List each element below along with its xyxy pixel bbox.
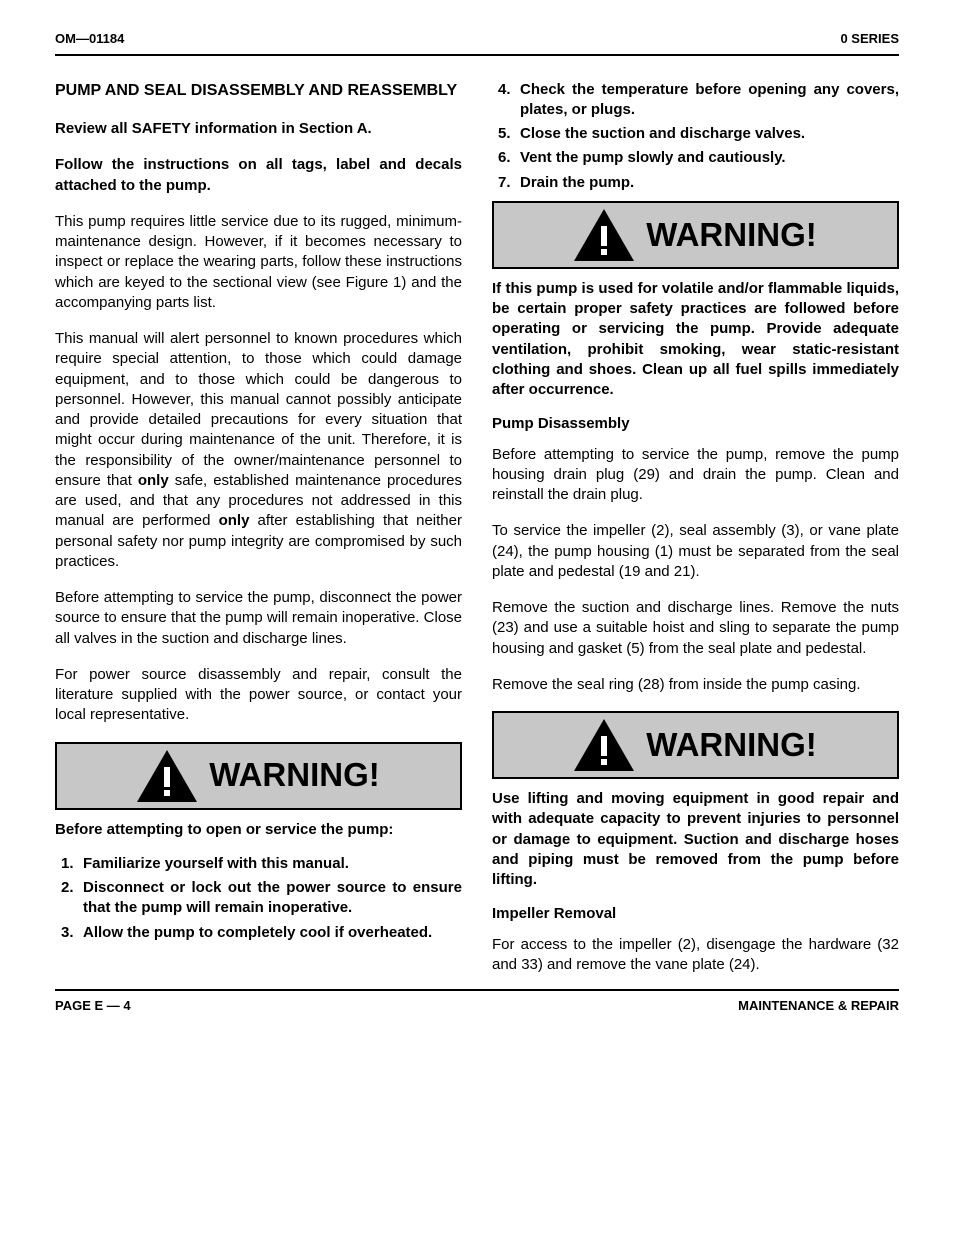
disconnect-para: Before attempting to service the pump, d… xyxy=(55,588,462,649)
step-6: 6.Vent the pump slowly and cautiously. xyxy=(520,148,899,168)
warning-box-3: WARNING! xyxy=(492,711,899,779)
step-3: 3.Allow the pump to completely cool if o… xyxy=(83,923,462,943)
warning-steps-right: 4.Check the temperature before opening a… xyxy=(492,80,899,193)
manual-alert-para: This manual will alert personnel to know… xyxy=(55,329,462,572)
header-right: 0 SERIES xyxy=(840,30,899,48)
header-left: OM—01184 xyxy=(55,30,124,48)
lifting-warning: Use lifting and moving equipment in good… xyxy=(492,789,899,890)
pump-disassembly-heading: Pump Disassembly xyxy=(492,414,899,434)
page-header: OM—01184 0 SERIES xyxy=(55,30,899,56)
step-2-text: Disconnect or lock out the power source … xyxy=(83,879,462,916)
right-column: 4.Check the temperature before opening a… xyxy=(492,80,899,976)
p4-only-2: only xyxy=(219,512,250,529)
warning-label: WARNING! xyxy=(646,213,816,258)
step-3-text: Allow the pump to completely cool if ove… xyxy=(83,924,432,941)
p4-only-1: only xyxy=(138,472,169,489)
power-source-para: For power source disassembly and repair,… xyxy=(55,665,462,726)
step-4: 4.Check the temperature before opening a… xyxy=(520,80,899,121)
warning-triangle-icon xyxy=(574,719,634,771)
warning-box-1: WARNING! xyxy=(55,742,462,810)
pd-para-2: To service the impeller (2), seal assemb… xyxy=(492,521,899,582)
step-1: 1.Familiarize yourself with this manual. xyxy=(83,854,462,874)
warning-box-2: WARNING! xyxy=(492,201,899,269)
step-1-text: Familiarize yourself with this manual. xyxy=(83,855,349,872)
warning-intro: Before attempting to open or service the… xyxy=(55,820,462,840)
warning-triangle-icon xyxy=(137,750,197,802)
step-5-text: Close the suction and discharge valves. xyxy=(520,125,805,142)
left-column: PUMP AND SEAL DISASSEMBLY AND REASSEMBLY… xyxy=(55,80,462,976)
pd-para-1: Before attempting to service the pump, r… xyxy=(492,445,899,506)
ir-para-1: For access to the impeller (2), disengag… xyxy=(492,935,899,976)
warning-steps-left: 1.Familiarize yourself with this manual.… xyxy=(55,854,462,943)
step-7-text: Drain the pump. xyxy=(520,174,634,191)
service-intro-para: This pump requires little service due to… xyxy=(55,212,462,313)
impeller-removal-heading: Impeller Removal xyxy=(492,904,899,924)
safety-review-note: Review all SAFETY information in Section… xyxy=(55,119,462,139)
p4-part-a: This manual will alert personnel to know… xyxy=(55,330,462,489)
content-columns: PUMP AND SEAL DISASSEMBLY AND REASSEMBLY… xyxy=(55,80,899,976)
step-2: 2.Disconnect or lock out the power sourc… xyxy=(83,878,462,919)
warning-triangle-icon xyxy=(574,209,634,261)
footer-right: MAINTENANCE & REPAIR xyxy=(738,997,899,1015)
warning-label: WARNING! xyxy=(209,753,379,798)
step-5: 5.Close the suction and discharge valves… xyxy=(520,124,899,144)
pd-para-4: Remove the seal ring (28) from inside th… xyxy=(492,675,899,695)
pd-para-3: Remove the suction and discharge lines. … xyxy=(492,598,899,659)
step-7: 7.Drain the pump. xyxy=(520,173,899,193)
tags-instruction: Follow the instructions on all tags, lab… xyxy=(55,155,462,196)
step-6-text: Vent the pump slowly and cautiously. xyxy=(520,149,786,166)
footer-left: PAGE E — 4 xyxy=(55,997,131,1015)
warning-label: WARNING! xyxy=(646,723,816,768)
page-footer: PAGE E — 4 MAINTENANCE & REPAIR xyxy=(55,989,899,1015)
step-4-text: Check the temperature before opening any… xyxy=(520,81,899,118)
volatile-warning: If this pump is used for volatile and/or… xyxy=(492,279,899,401)
section-title: PUMP AND SEAL DISASSEMBLY AND REASSEMBLY xyxy=(55,80,462,102)
